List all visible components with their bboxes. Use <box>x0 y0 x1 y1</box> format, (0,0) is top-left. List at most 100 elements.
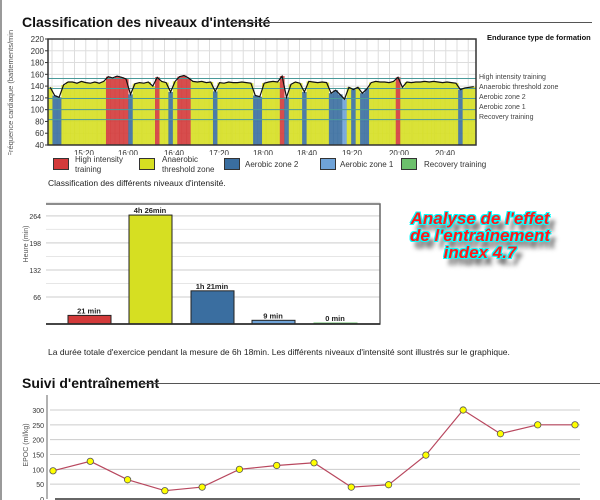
hr-zone-bar <box>449 82 455 145</box>
hr-zone-bar <box>373 81 379 145</box>
hr-zone-bar <box>266 81 272 145</box>
epoc-point <box>49 467 57 475</box>
hr-zone-bar <box>123 79 129 145</box>
legend-label-aerobic-1: Aerobic zone 1 <box>340 160 394 169</box>
hr-zone-bar <box>92 81 98 145</box>
hr-zone-bar <box>279 76 285 145</box>
epoc-point <box>161 487 169 495</box>
effect-line-2: de l'entraînement <box>409 226 551 245</box>
hr-zone-bar <box>141 83 147 145</box>
legend-swatch-anaerobic <box>139 158 155 170</box>
epoc-point <box>235 465 244 473</box>
x-tick-label: 20:00 <box>389 149 410 155</box>
y-tick-label: 50 <box>36 482 44 489</box>
legend-label-anaerobic: Anaerobic threshold zone <box>162 155 215 174</box>
epoc-point <box>459 406 467 414</box>
hr-zone-bar <box>275 81 281 145</box>
hr-zone-bar <box>311 81 316 145</box>
hr-zone-bar <box>150 86 156 145</box>
y-tick-label: 200 <box>32 438 44 445</box>
hr-zone-bar <box>440 82 446 145</box>
hr-zone-bar <box>221 83 227 145</box>
hr-zone-bar <box>409 82 414 145</box>
hr-zone-bar <box>61 84 67 145</box>
hr-zone-bar <box>248 83 254 145</box>
hr-zone-bar <box>418 81 423 145</box>
hr-zone-bar <box>239 81 245 145</box>
hr-zone-bar <box>319 81 325 145</box>
hr-zone-bar <box>351 89 356 145</box>
bar-value-label: 4h 26min <box>134 206 167 215</box>
legend-label-high-intensity: High intensity training <box>75 155 124 174</box>
y-tick-label: 120 <box>31 94 45 103</box>
x-tick-label: 16:00 <box>118 149 139 155</box>
bar-2 <box>128 214 173 325</box>
hr-zone-bar <box>395 77 401 145</box>
hr-zone-bar <box>253 95 258 145</box>
hr-zone-bar <box>52 95 58 145</box>
epoc-line-chart: 300 250 200 150 100 50 0 EPOC (ml/kg) <box>23 395 580 500</box>
hr-zone-bar <box>172 81 178 145</box>
hr-zone-bar <box>293 81 298 145</box>
hr-zone-bar <box>97 83 102 145</box>
y-tick-label: 250 <box>32 423 44 430</box>
hr-zone-bar <box>377 81 383 145</box>
hr-zone-bar <box>306 81 312 145</box>
hr-zone-bar <box>302 92 307 145</box>
epoc-point <box>571 421 579 429</box>
y-tick-label: 0 <box>40 497 44 500</box>
hr-zone-bar <box>391 81 397 145</box>
y-tick-label: 200 <box>31 47 45 56</box>
hr-zone-bar <box>369 82 374 145</box>
hr-zone-bar <box>101 81 107 145</box>
hr-zone-bar <box>346 87 352 145</box>
hr-zone-bar <box>204 82 209 145</box>
x-tick-label: 15:20 <box>74 149 95 155</box>
hr-zone-bar <box>230 82 236 145</box>
section-title-intensity: Classification des niveaux d'intensité <box>22 14 271 30</box>
x-tick-label: 20:40 <box>435 149 456 155</box>
training-effect-index: Analyse de l'effet de l'entraînement ind… <box>395 210 565 261</box>
y-tick-label: 180 <box>31 59 45 68</box>
hr-zone-bar <box>444 81 450 145</box>
bar-1 <box>67 314 112 325</box>
hr-zone-bar <box>168 92 174 145</box>
legend-swatch-aerobic-1 <box>320 158 336 170</box>
y-tick-label: 300 <box>32 408 44 415</box>
y-tick-label: 140 <box>31 82 45 91</box>
hr-zone-bar <box>137 82 142 145</box>
hr-zone-bar <box>333 90 339 145</box>
hr-zone-bar <box>199 81 205 145</box>
epoc-point <box>123 476 132 484</box>
hr-zone-bar <box>177 76 183 145</box>
plot-border <box>47 38 477 146</box>
hr-zone-bar <box>70 81 76 145</box>
epoc-point <box>496 430 505 438</box>
bar-value-label: 1h 21min <box>196 282 229 291</box>
epoc-point <box>384 481 393 489</box>
hr-zone-bar <box>386 82 392 145</box>
hr-zone-bar <box>146 81 151 145</box>
hr-zone-bar <box>88 83 93 145</box>
hr-zone-bar <box>262 83 267 145</box>
hr-zone-bar <box>453 83 459 145</box>
hr-zone-bar <box>355 87 361 145</box>
zone-label-aerobic-2: Aerobic zone 2 <box>479 94 526 101</box>
heart-rate-line <box>49 74 474 101</box>
zone-legend-title: Endurance type de formation <box>487 33 591 42</box>
y-tick-label: 264 <box>29 214 41 221</box>
hr-zone-bar <box>382 81 388 145</box>
hr-zone-bar <box>471 86 477 145</box>
legend-swatch-aerobic-2 <box>224 158 240 170</box>
hr-zone-bar <box>288 84 294 145</box>
hr-zone-bar <box>324 82 330 145</box>
hr-zone-bar <box>467 87 472 145</box>
hr-zone-bar <box>56 97 62 145</box>
hr-zone-bar <box>217 82 223 145</box>
hr-zone-bar <box>114 76 120 145</box>
effect-line-3: index 4.7 <box>443 243 517 262</box>
epoc-point <box>310 459 318 467</box>
hr-zone-bar <box>284 97 290 145</box>
hr-zone-bar <box>74 83 80 145</box>
hr-zone-bar <box>155 77 160 145</box>
